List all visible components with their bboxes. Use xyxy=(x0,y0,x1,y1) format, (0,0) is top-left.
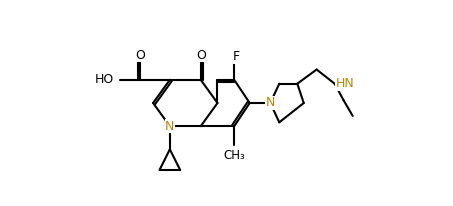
Text: N: N xyxy=(265,96,275,110)
Text: HO: HO xyxy=(95,73,115,86)
Text: N: N xyxy=(165,120,174,133)
Text: F: F xyxy=(233,50,241,63)
Text: HN: HN xyxy=(336,77,355,90)
Text: CH₃: CH₃ xyxy=(223,149,245,162)
Text: O: O xyxy=(196,49,206,62)
Text: O: O xyxy=(135,49,145,62)
